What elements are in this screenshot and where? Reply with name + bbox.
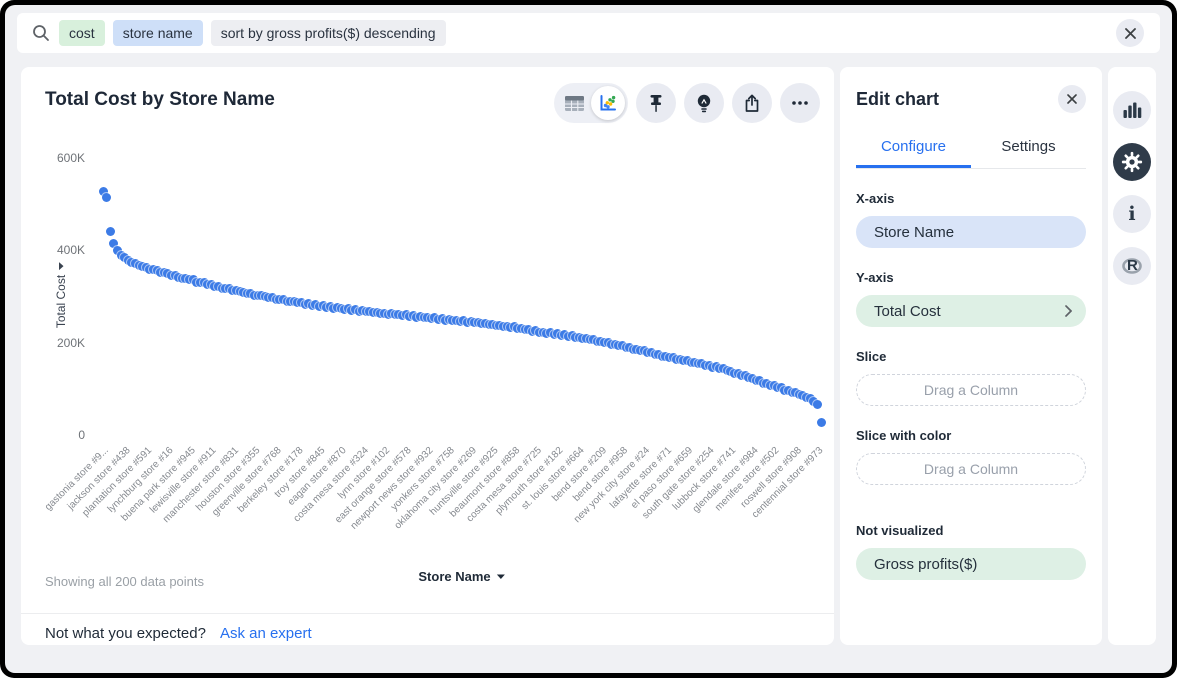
chart-columns-button[interactable] [1113, 91, 1151, 129]
not-visualized-column-pill[interactable]: Gross profits($) [856, 548, 1086, 580]
close-icon [1067, 94, 1077, 104]
table-icon [564, 95, 584, 111]
search-bar[interactable]: cost store name sort by gross profits($)… [17, 13, 1160, 53]
search-token-cost[interactable]: cost [59, 20, 105, 46]
y-axis-title[interactable]: Total Cost [54, 261, 68, 328]
slice-color-drop-zone[interactable]: Drag a Column [856, 453, 1086, 485]
slice-field-label: Slice [856, 349, 887, 364]
pin-icon [648, 94, 664, 113]
not-visualized-label: Not visualized [856, 523, 944, 538]
not-expected-text: Not what you expected? [45, 625, 206, 642]
scatter-chart-icon [598, 93, 618, 113]
footer-divider [21, 613, 834, 614]
data-point[interactable] [102, 193, 112, 203]
chart-view-button[interactable] [591, 86, 625, 120]
pin-button[interactable] [636, 83, 676, 123]
data-point[interactable] [109, 239, 119, 249]
edit-chart-button[interactable] [1113, 143, 1151, 181]
clear-search-button[interactable] [1116, 19, 1144, 47]
bar-chart-icon [1122, 100, 1142, 120]
gear-icon [1121, 151, 1143, 173]
edit-chart-panel: Edit chart Configure Settings X-axis Sto… [840, 67, 1102, 645]
chart-footer: Not what you expected? Ask an expert [45, 625, 312, 642]
ellipsis-icon [791, 100, 809, 106]
share-button[interactable] [732, 83, 772, 123]
r-analysis-button[interactable]: R [1113, 247, 1151, 285]
search-icon [31, 23, 51, 43]
data-point[interactable] [98, 187, 108, 197]
edit-panel-title: Edit chart [856, 88, 940, 109]
chart-toolbar [554, 83, 820, 123]
info-icon: i [1128, 203, 1136, 225]
insights-button[interactable] [684, 83, 724, 123]
y-tick-label: 400K [56, 243, 85, 258]
lightbulb-icon [696, 94, 712, 113]
data-point[interactable] [816, 417, 826, 427]
edit-panel-tabs: Configure Settings [856, 129, 1086, 169]
search-token-sort-phrase[interactable]: sort by gross profits($) descending [210, 20, 446, 46]
data-point[interactable] [812, 399, 822, 409]
search-token-store-name[interactable]: store name [112, 20, 203, 46]
slice-drop-zone[interactable]: Drag a Column [856, 374, 1086, 406]
y-axis-column-pill[interactable]: Total Cost [856, 295, 1086, 327]
view-toggle [554, 83, 628, 123]
data-point[interactable] [112, 245, 122, 255]
chart-title: Total Cost by Store Name [45, 89, 275, 110]
share-icon [743, 94, 761, 113]
data-point[interactable] [105, 226, 115, 236]
y-tick-label: 0 [78, 428, 85, 442]
r-logo-icon: R [1121, 256, 1143, 276]
chart-panel: Total Cost by Store Name [21, 67, 834, 645]
chevron-right-icon [1065, 305, 1072, 317]
data-points-count: Showing all 200 data points [45, 574, 205, 589]
y-axis-field-label: Y-axis [856, 270, 894, 285]
chevron-down-icon [58, 261, 64, 270]
tab-configure[interactable]: Configure [856, 129, 971, 168]
y-tick-label: 200K [56, 335, 85, 350]
table-view-button[interactable] [557, 86, 591, 120]
app-page: cost store name sort by gross profits($)… [5, 5, 1172, 673]
close-edit-panel-button[interactable] [1058, 85, 1086, 113]
more-options-button[interactable] [780, 83, 820, 123]
y-tick-label: 600K [56, 151, 85, 165]
slice-color-field-label: Slice with color [856, 428, 952, 443]
scatter-plot: Total Cost 600K 400K 200K 0 gastonia store #… [21, 67, 834, 645]
info-button[interactable]: i [1113, 195, 1151, 233]
chevron-down-icon [497, 574, 506, 580]
close-icon [1124, 27, 1136, 39]
x-axis-selector[interactable]: Store Name [418, 569, 506, 584]
x-axis-field-label: X-axis [856, 191, 895, 206]
content-row: Total Cost by Store Name [21, 67, 1156, 645]
tab-settings[interactable]: Settings [971, 129, 1086, 168]
right-rail: i R [1108, 67, 1156, 645]
ask-expert-link[interactable]: Ask an expert [219, 625, 312, 642]
x-axis-column-pill[interactable]: Store Name [856, 216, 1086, 248]
